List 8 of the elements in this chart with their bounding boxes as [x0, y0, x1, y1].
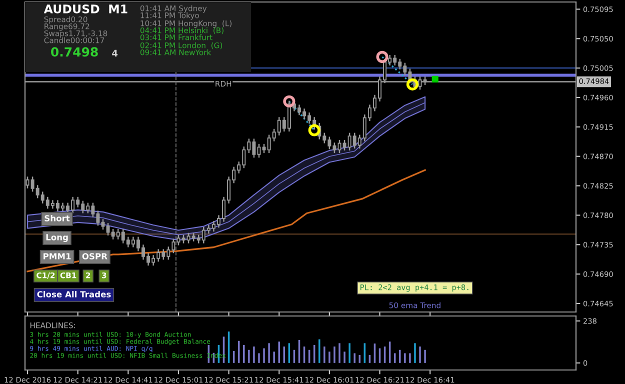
annotation: PMM1: [44, 253, 71, 260]
annotation: Close All Trades: [37, 290, 111, 298]
annotation: OSPR: [82, 253, 108, 260]
annotation: Long: [46, 234, 68, 242]
annotation: 4: [112, 50, 118, 56]
annotation: 0.7498: [51, 47, 98, 57]
annotation: AUDUSD M1: [44, 4, 128, 14]
annotation: Short: [44, 214, 70, 222]
